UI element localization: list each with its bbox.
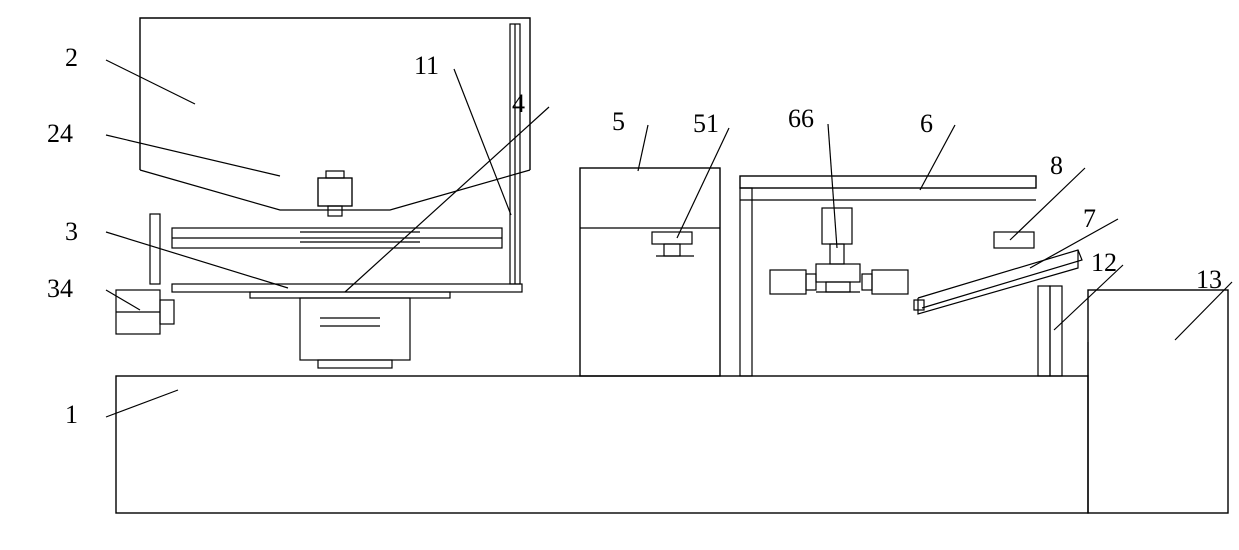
leader-34 (106, 290, 140, 310)
component-1-base (116, 376, 1088, 513)
leader-5 (638, 125, 648, 171)
label-7: 7 (1083, 204, 1096, 233)
label-5: 5 (612, 107, 625, 136)
component-13 (1088, 290, 1228, 513)
label-24: 24 (47, 119, 73, 148)
label-12: 12 (1091, 248, 1117, 277)
label-8: 8 (1050, 151, 1063, 180)
label-51: 51 (693, 109, 719, 138)
component-66 (822, 208, 852, 244)
label-66: 66 (788, 104, 814, 133)
component-12 (1038, 286, 1050, 376)
label-2: 2 (65, 43, 78, 72)
leader-4 (345, 107, 549, 292)
label-34: 34 (47, 274, 73, 303)
component-8 (994, 232, 1034, 248)
leader-66 (828, 124, 837, 248)
leader-2 (106, 60, 195, 104)
label-13: 13 (1196, 265, 1222, 294)
leader-51 (677, 128, 729, 238)
label-3: 3 (65, 217, 78, 246)
leader-24 (106, 135, 280, 176)
leader-1 (106, 390, 178, 417)
leader-3 (106, 232, 288, 288)
component-51 (652, 232, 692, 244)
technical-figure: 2243341114551666871213 (0, 0, 1239, 550)
leader-8 (1010, 168, 1085, 240)
leader-11 (454, 69, 511, 215)
label-1: 1 (65, 400, 78, 429)
label-4: 4 (512, 89, 525, 118)
label-11: 11 (414, 51, 439, 80)
label-6: 6 (920, 109, 933, 138)
